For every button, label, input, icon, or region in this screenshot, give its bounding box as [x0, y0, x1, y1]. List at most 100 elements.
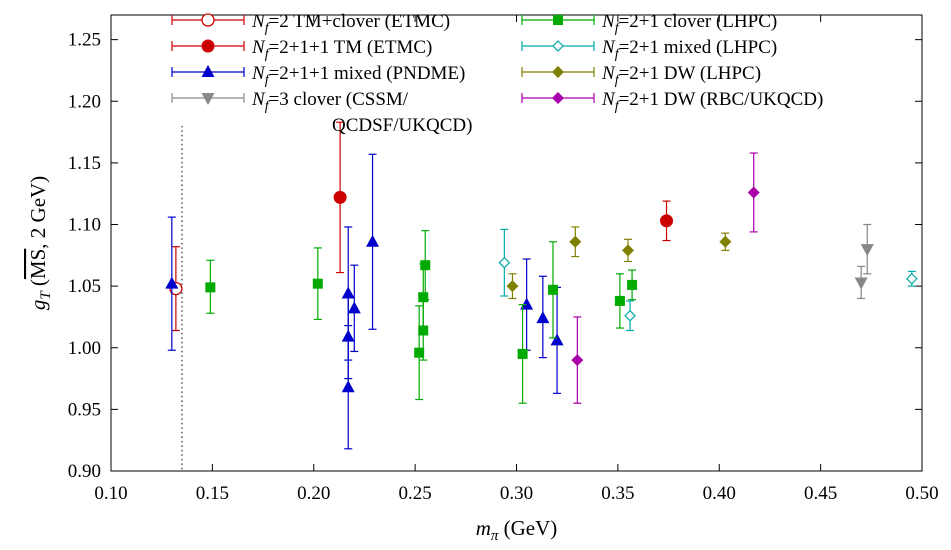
legend-nf: N: [251, 63, 266, 84]
legend-label-line2: QCDSF/UKQCD): [332, 115, 472, 136]
marker-filled-circle: [333, 190, 347, 204]
series-1: [333, 121, 674, 274]
data-point: [854, 265, 868, 300]
series-3: [854, 223, 874, 300]
x-label-unit: (GeV): [498, 516, 557, 540]
legend-label: Nf=2+1+1 mixed (PNDME): [251, 63, 465, 88]
legend-label: Nf=2 TM+clover (ETMC): [251, 11, 450, 36]
marker-open-diamond: [624, 309, 636, 322]
data-point: [627, 269, 638, 301]
legend-label: Nf=2+1 DW (RBC/UKQCD): [601, 89, 823, 114]
legend-label: Nf=2+1 clover (LHPC): [601, 11, 777, 36]
x-tick-label: 0.35: [601, 483, 634, 504]
marker-open-diamond: [498, 256, 511, 269]
legend-text: =2+1 mixed (LHPC): [619, 37, 778, 58]
y-label-symbol: g: [26, 300, 50, 311]
legend-nf: N: [601, 11, 616, 32]
x-tick-label: 0.20: [297, 483, 330, 504]
legend-text: =3 clover (CSSM/: [269, 89, 409, 110]
legend-nf: N: [601, 89, 616, 110]
axis-labels: 0.10 0.15 0.20 0.25 0.30 0.35 0.40 0.45 0.50 0.90…: [26, 30, 939, 544]
y-label-scheme: MS: [26, 249, 50, 279]
legend-nf: N: [601, 63, 616, 84]
legend-text: =2+1 DW (LHPC): [619, 63, 761, 84]
x-tick-label: 0.25: [399, 483, 432, 504]
data-point: [165, 216, 179, 351]
marker-diamond: [571, 354, 584, 367]
legend-entry: Nf=3 clover (CSSM/QCDSF/UKQCD): [171, 89, 472, 136]
legend-entry: Nf=2+1 mixed (LHPC): [521, 37, 778, 62]
y-tick-label: 1.25: [68, 30, 101, 51]
marker-diamond: [622, 244, 635, 257]
data-point: [312, 247, 323, 321]
legend-nf-subscript: f: [615, 21, 621, 36]
legend-text: =2+1+1 mixed (PNDME): [269, 63, 466, 84]
marker-diamond: [747, 186, 760, 199]
legend-text: =2+1 clover (LHPC): [619, 11, 778, 32]
legend-text: =2+1 DW (RBC/UKQCD): [619, 89, 824, 110]
marker-square: [517, 348, 528, 359]
marker-diamond: [552, 66, 564, 78]
data-point: [205, 259, 216, 314]
legend-label: Nf=2+1+1 TM (ETMC): [251, 37, 432, 62]
marker-square: [205, 282, 216, 293]
data-point: [414, 305, 425, 401]
legend-entry: Nf=2 TM+clover (ETMC): [171, 11, 450, 36]
y-tick-label: 0.90: [68, 461, 101, 482]
data-point: [622, 238, 635, 263]
data-point: [347, 264, 361, 353]
marker-square: [418, 292, 429, 303]
y-tick-label: 1.00: [68, 338, 101, 359]
plot-area: [110, 14, 923, 472]
marker-triangle-up: [536, 311, 550, 324]
marker-triangle-down: [860, 244, 874, 257]
y-tick-label: 0.95: [68, 399, 101, 420]
y-label-rest: , 2 GeV): [26, 176, 50, 249]
legend-nf: N: [251, 89, 266, 110]
x-tick-label: 0.40: [703, 483, 736, 504]
marker-triangle-up: [347, 301, 361, 314]
data-point: [536, 275, 550, 359]
y-label-open: (: [26, 279, 50, 291]
y-tick-label: 1.15: [68, 153, 101, 174]
legend-nf-subscript: f: [265, 21, 271, 36]
data-point: [614, 273, 625, 329]
data-point: [366, 153, 380, 330]
y-label-subscript: T: [38, 290, 54, 300]
x-tick-label: 0.10: [94, 483, 127, 504]
legend-nf: N: [601, 37, 616, 58]
data-layer: [165, 121, 918, 450]
y-axis-label: gT (MS, 2 GeV): [26, 176, 54, 310]
plot-frame: [110, 14, 923, 472]
data-point: [498, 228, 511, 297]
y-tick-label: 1.05: [68, 276, 101, 297]
marker-diamond: [569, 235, 582, 248]
legend-label: Nf=2+1 DW (LHPC): [601, 63, 761, 88]
marker-triangle-up: [341, 380, 355, 393]
marker-filled-circle: [201, 39, 215, 53]
marker-triangle-up: [366, 234, 380, 247]
legend-nf-subscript: f: [615, 47, 621, 62]
data-point: [719, 232, 732, 251]
marker-square: [414, 347, 425, 358]
marker-triangle-up: [165, 276, 179, 289]
data-point: [517, 304, 528, 404]
legend-entry: Nf=2+1 clover (LHPC): [521, 11, 777, 36]
marker-diamond: [552, 92, 564, 104]
series-5: [498, 228, 918, 332]
x-label-symbol: m: [476, 516, 491, 540]
x-tick-label: 0.30: [500, 483, 533, 504]
data-point: [906, 270, 918, 287]
y-tick-label: 1.10: [68, 215, 101, 236]
series-7: [571, 152, 760, 404]
marker-diamond: [719, 235, 732, 248]
x-tick-label: 0.50: [905, 483, 938, 504]
series-4: [205, 230, 638, 404]
legend-nf-subscript: f: [615, 99, 621, 114]
marker-triangle-up: [520, 297, 534, 310]
legend-entry: Nf=2+1+1 mixed (PNDME): [171, 63, 465, 88]
marker-square: [614, 295, 625, 306]
marker-open-diamond: [552, 40, 564, 52]
data-point: [420, 230, 431, 301]
marker-triangle-up: [201, 65, 215, 77]
